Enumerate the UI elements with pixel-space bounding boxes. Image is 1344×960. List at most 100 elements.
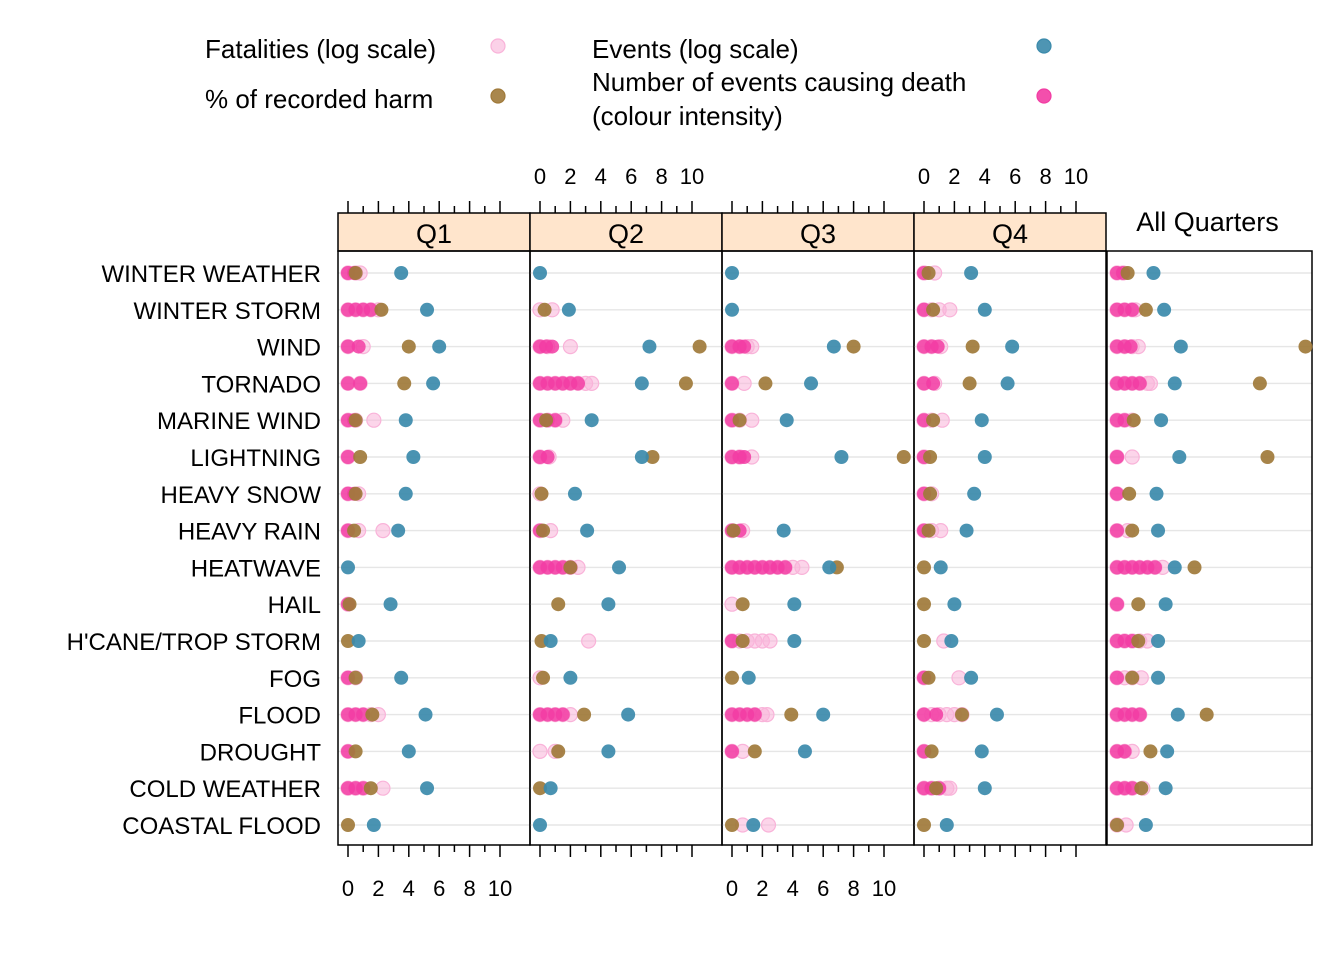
tick-label: 10 — [1064, 164, 1088, 189]
row-coastal-flood — [917, 818, 954, 832]
point-events — [1157, 302, 1172, 317]
point-death-events — [929, 707, 944, 722]
tick-label: 4 — [403, 876, 415, 901]
legend-swatch-2 — [1036, 38, 1052, 54]
point-events — [394, 670, 409, 685]
tick-label: 8 — [847, 876, 859, 901]
point-events — [601, 597, 616, 612]
category-label-drought: DROUGHT — [200, 739, 322, 766]
point-harm — [923, 450, 938, 464]
point-events — [642, 339, 657, 354]
point-events — [612, 560, 627, 575]
point-harm — [921, 266, 936, 280]
point-harm — [732, 413, 747, 428]
row-coastal-flood — [1109, 817, 1153, 833]
panel-q2: Q2 0 2 4 6 8 10 — [529, 164, 723, 857]
tick-label: 4 — [979, 164, 991, 189]
row-flood — [340, 706, 433, 723]
point-harm — [1120, 266, 1135, 280]
point-harm — [692, 339, 707, 354]
point-harm — [348, 744, 363, 759]
row-heavy-rain — [724, 522, 791, 539]
point-harm — [962, 376, 977, 391]
row-wind — [724, 339, 861, 355]
row-lightning — [340, 449, 421, 465]
point-events — [366, 818, 381, 832]
row-marine-wind — [340, 412, 413, 428]
row-heavy-snow — [1109, 486, 1164, 502]
point-harm — [348, 266, 363, 280]
row-fog — [1109, 670, 1166, 686]
point-events — [634, 450, 649, 464]
point-events — [533, 818, 547, 832]
point-events — [977, 781, 992, 796]
row-drought — [916, 743, 989, 760]
point-harm — [955, 707, 969, 722]
point-death-events — [1110, 450, 1124, 464]
row-winter-storm — [916, 302, 992, 318]
point-events — [1149, 486, 1164, 501]
point-death-events — [930, 339, 945, 354]
point-harm — [1125, 523, 1140, 538]
row-heavy-rain — [532, 522, 595, 539]
category-label-hail: HAIL — [268, 592, 321, 619]
panel-title: Q3 — [800, 219, 836, 249]
point-harm — [921, 523, 936, 538]
row-cold-weather — [340, 780, 435, 796]
point-events — [826, 339, 841, 354]
point-harm — [536, 523, 551, 538]
point-harm — [965, 339, 980, 354]
tick-label: 4 — [787, 876, 799, 901]
category-label-tornado: TORNADO — [201, 371, 321, 398]
point-fatalities — [942, 302, 958, 318]
row-heatwave — [532, 559, 627, 576]
tick-label: 8 — [1039, 164, 1051, 189]
point-death-events — [737, 450, 752, 464]
point-events — [797, 744, 812, 759]
point-death-events — [917, 707, 931, 722]
point-harm — [563, 560, 578, 575]
row-flood — [532, 706, 636, 723]
point-harm — [342, 597, 357, 612]
point-harm — [401, 339, 416, 354]
point-fatalities — [1124, 449, 1140, 465]
panel-q4: Q4 0 2 4 6 8 10 — [913, 164, 1107, 857]
category-label-flood: FLOOD — [238, 703, 321, 730]
tick-label: 6 — [817, 876, 829, 901]
row-tornado — [532, 375, 693, 391]
point-fatalities — [744, 412, 760, 428]
panel-all-quarters: All Quarters — [1106, 207, 1313, 846]
point-fatalities — [375, 522, 391, 539]
panel-q1: Q1 0 2 4 6 8 10 — [337, 201, 531, 901]
legend-swatch-4 — [1036, 88, 1052, 104]
point-events — [1151, 634, 1166, 648]
point-events — [804, 376, 819, 391]
row-coastal-flood — [341, 818, 381, 832]
category-label-lightning: LIGHTNING — [190, 445, 321, 472]
panel-strip — [337, 212, 531, 252]
row-drought — [724, 743, 812, 760]
row-lightning — [724, 449, 911, 465]
legend-label-1: Fatalities (log scale) — [205, 34, 436, 64]
point-events — [1154, 413, 1169, 428]
row-heavy-snow — [916, 486, 982, 502]
point-events — [974, 744, 989, 759]
panel-title: Q2 — [608, 219, 644, 249]
point-events — [1151, 670, 1166, 685]
point-harm — [758, 376, 773, 391]
point-fatalities — [532, 743, 548, 760]
tick-label: 4 — [595, 164, 607, 189]
point-fatalities — [762, 633, 778, 649]
point-fatalities — [760, 817, 777, 833]
point-events — [420, 302, 435, 317]
panel-q3: Q3 0 2 4 6 8 10 — [721, 201, 915, 901]
category-label-wind: WIND — [257, 335, 321, 362]
chart-legend: Fatalities (log scale) Events (log scale)… — [205, 34, 1052, 131]
row-winter-storm — [532, 302, 576, 318]
point-harm — [347, 523, 362, 538]
category-label-marine-wind: MARINE WIND — [157, 408, 321, 435]
row-h-cane-trop-storm — [1109, 633, 1166, 649]
point-events — [341, 560, 355, 575]
point-harm — [917, 818, 931, 832]
